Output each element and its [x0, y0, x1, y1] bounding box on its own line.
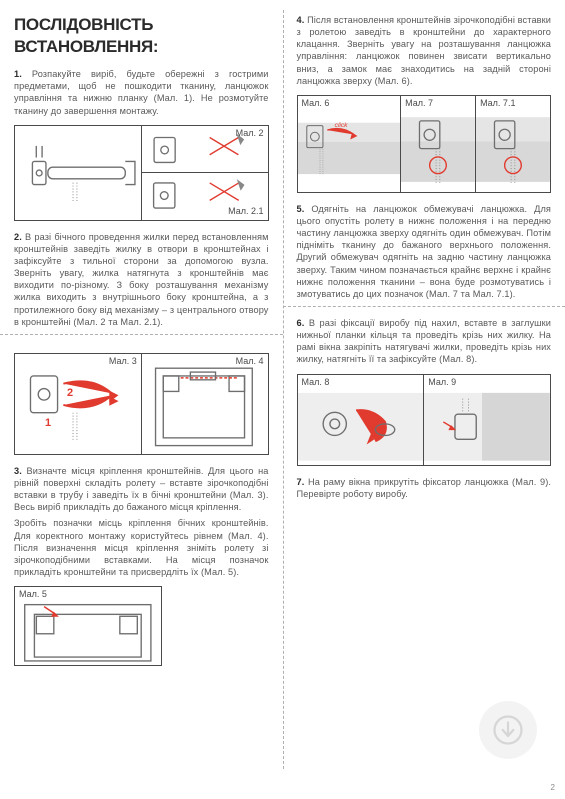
section-divider-right — [283, 306, 565, 307]
watermark-icon — [479, 701, 537, 759]
step-4-text: 4. Після встановлення кронштейнів зірочк… — [297, 14, 552, 87]
fig-label-mal21: Мал. 2.1 — [228, 206, 263, 218]
page-title: ПОСЛІДОВНІСТЬ ВСТАНОВЛЕННЯ: — [14, 14, 269, 58]
step-3b-text: Зробіть позначки місць кріплення бічних … — [14, 517, 269, 578]
figure-mal-3-4: Мал. 3 1 2 Мал. 4 — [14, 353, 269, 455]
annotation-2: 2 — [67, 386, 73, 400]
page-number: 2 — [551, 783, 555, 793]
step-6-text: 6. В разі фіксації виробу під нахил, вст… — [297, 317, 552, 366]
step-3-text: 3. Визначте місця кріплення кронштейнів.… — [14, 465, 269, 514]
step-2-text: 2. В разі бічного проведення жилки перед… — [14, 231, 269, 328]
figure-mal-8-9: Мал. 8 Мал. 9 — [297, 374, 552, 466]
fig-label-mal9: Мал. 9 — [428, 377, 456, 389]
fig-label-mal5: Мал. 5 — [19, 589, 47, 601]
annotation-1: 1 — [45, 416, 51, 430]
fig-label-mal4: Мал. 4 — [236, 356, 264, 368]
step-7-text: 7. На раму вікна прикрутіть фіксатор лан… — [297, 476, 552, 500]
figure-mal-5: Мал. 5 — [14, 586, 162, 666]
fig-label-mal6: Мал. 6 — [302, 98, 330, 110]
click-label: click — [334, 122, 348, 129]
fig-label-mal8: Мал. 8 — [302, 377, 330, 389]
fig-label-mal7: Мал. 7 — [405, 98, 433, 110]
fig-label-mal71: Мал. 7.1 — [480, 98, 515, 110]
figure-mal-6-7: Мал. 6 click Мал. 7 — [297, 95, 552, 193]
figure-mal-2: Мал. 2 Мал. 2.1 — [14, 125, 269, 221]
step-5-text: 5. Одягніть на ланцюжок обмежувачі ланцю… — [297, 203, 552, 300]
section-divider — [0, 334, 283, 335]
fig-label-mal3: Мал. 3 — [109, 356, 137, 368]
fig-label-mal2: Мал. 2 — [236, 128, 264, 140]
step-1-text: 1. Розпакуйте виріб, будьте обережні з г… — [14, 68, 269, 117]
column-divider — [283, 10, 284, 769]
